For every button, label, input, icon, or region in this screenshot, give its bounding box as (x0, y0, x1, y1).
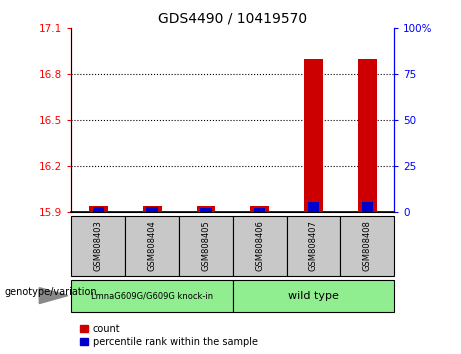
Bar (196, 206, 215, 212)
Bar (254, 208, 266, 212)
Text: GSM808408: GSM808408 (363, 221, 372, 272)
Bar (93, 207, 104, 212)
Title: GDS4490 / 10419570: GDS4490 / 10419570 (158, 12, 307, 26)
Bar (200, 208, 212, 212)
FancyBboxPatch shape (179, 216, 233, 276)
FancyBboxPatch shape (71, 280, 233, 312)
FancyBboxPatch shape (287, 216, 340, 276)
Text: GSM808403: GSM808403 (94, 221, 103, 272)
Bar (358, 59, 377, 212)
Text: GSM808407: GSM808407 (309, 221, 318, 272)
FancyBboxPatch shape (233, 280, 394, 312)
Text: LmnaG609G/G609G knock-in: LmnaG609G/G609G knock-in (91, 291, 213, 300)
FancyBboxPatch shape (233, 216, 287, 276)
Bar (143, 206, 161, 212)
Legend: count, percentile rank within the sample: count, percentile rank within the sample (77, 320, 262, 350)
Text: wild type: wild type (288, 291, 339, 301)
Text: GSM808404: GSM808404 (148, 221, 157, 272)
FancyBboxPatch shape (340, 216, 394, 276)
Polygon shape (39, 287, 68, 304)
Bar (361, 202, 373, 212)
Bar (250, 206, 269, 212)
Bar (89, 206, 108, 212)
FancyBboxPatch shape (71, 216, 125, 276)
FancyBboxPatch shape (125, 216, 179, 276)
Text: GSM808405: GSM808405 (201, 221, 210, 272)
Text: GSM808406: GSM808406 (255, 221, 264, 272)
Bar (147, 207, 158, 212)
Text: genotype/variation: genotype/variation (5, 287, 97, 297)
Bar (308, 202, 319, 212)
Bar (304, 59, 323, 212)
